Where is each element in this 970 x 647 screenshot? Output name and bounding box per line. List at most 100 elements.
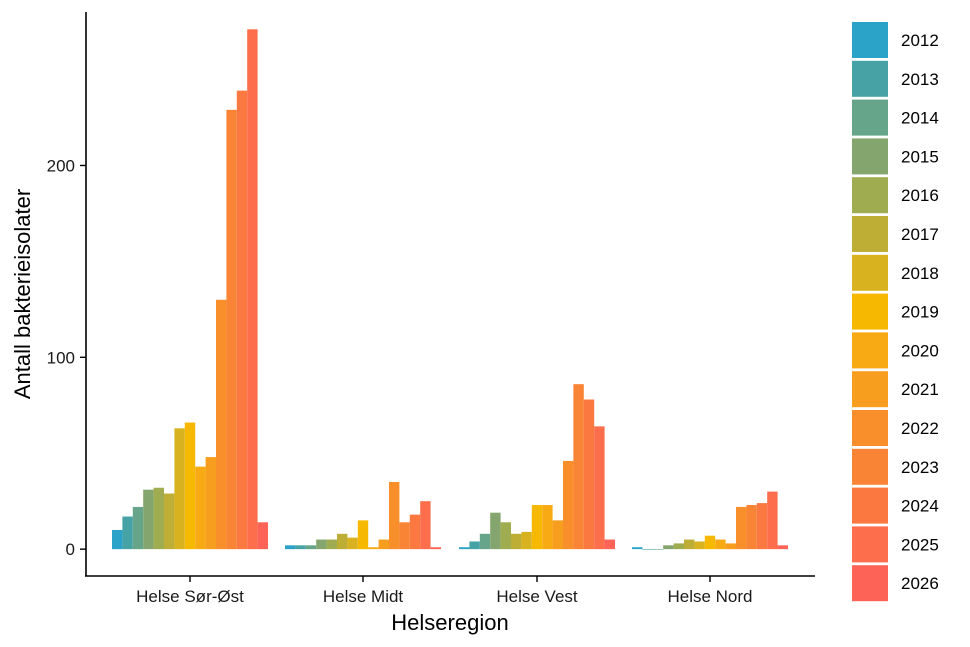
legend-key-2020 (852, 332, 888, 369)
bar-2016-1 (326, 539, 337, 550)
bar-2026-3 (777, 545, 788, 550)
bar-2015-0 (143, 489, 154, 550)
legend-label: 2026 (901, 574, 939, 593)
x-axis-title: Helseregion (391, 610, 508, 635)
bar-2012-1 (285, 545, 296, 550)
bar-2021-2 (552, 520, 563, 550)
legend-label: 2017 (901, 225, 939, 244)
legend-label: 2025 (901, 535, 939, 554)
bar-2018-2 (521, 531, 532, 550)
legend-key-2015 (852, 138, 888, 175)
bar-2026-0 (257, 522, 268, 550)
bar-2021-0 (205, 457, 216, 550)
bar-2019-3 (704, 535, 716, 550)
legend-key-2025 (852, 526, 888, 563)
legend-label: 2020 (901, 341, 939, 360)
x-tick-label: Helse Vest (496, 587, 578, 606)
y-axis-title: Antall bakterieisolater (10, 189, 35, 399)
legend-key-2014 (852, 99, 888, 136)
x-tick-label: Helse Midt (323, 587, 404, 606)
bar-2015-1 (316, 539, 327, 550)
bar-2020-3 (715, 539, 726, 550)
bar-2026-1 (430, 547, 441, 550)
bar-2024-3 (756, 503, 768, 550)
legend-label: 2015 (901, 147, 939, 166)
bar-2017-1 (337, 533, 348, 550)
legend-label: 2016 (901, 186, 939, 205)
legend-label: 2014 (901, 109, 939, 128)
bar-2016-0 (153, 487, 164, 550)
bar-2018-3 (694, 541, 705, 550)
bar-2018-1 (347, 537, 358, 550)
legend: 2012 2013 2014 2015 2016 2017 2018 2019 2020 2021… (852, 22, 939, 602)
bar-2022-3 (736, 506, 747, 550)
x-ticks: Helse Sør-Øst Helse Midt Helse Vest Helse N… (136, 576, 753, 606)
bar-2022-1 (389, 482, 400, 550)
bar-2014-0 (132, 506, 144, 550)
bar-2015-3 (663, 545, 674, 550)
bar-2019-1 (357, 520, 369, 550)
bar-2019-0 (184, 422, 196, 550)
bar-2017-3 (684, 539, 695, 550)
legend-label: 2022 (901, 419, 939, 438)
bar-2019-2 (531, 505, 543, 550)
bar-2012-2 (459, 547, 470, 550)
bar-2026-2 (604, 539, 615, 550)
legend-key-2024 (852, 487, 888, 524)
x-tick-label: Helse Sør-Øst (136, 587, 244, 606)
legend-label: 2023 (901, 458, 939, 477)
bar-2025-1 (420, 501, 431, 550)
bar-2021-3 (725, 543, 736, 550)
bar-2024-2 (583, 399, 595, 550)
legend-label: 2024 (901, 497, 939, 516)
legend-label: 2021 (901, 380, 939, 399)
bar-2025-0 (247, 29, 258, 550)
axes (85, 12, 815, 577)
legend-key-2023 (852, 448, 888, 485)
bar-2024-1 (409, 514, 421, 550)
bar-2017-0 (164, 493, 175, 550)
bar-2014-2 (479, 533, 491, 550)
bar-2013-0 (122, 516, 133, 550)
bar-2018-0 (174, 428, 185, 550)
bar-2020-1 (368, 547, 379, 550)
legend-label: 2012 (901, 31, 939, 50)
legend-key-2021 (852, 371, 888, 408)
bar-2013-1 (295, 545, 306, 550)
bar-2025-3 (767, 491, 778, 550)
legend-key-2017 (852, 216, 888, 252)
bar-2012-0 (112, 529, 123, 550)
bar-2023-2 (573, 384, 584, 550)
legend-key-2026 (852, 565, 888, 602)
bar-2021-1 (378, 539, 389, 550)
bars (112, 29, 788, 550)
y-tick-label: 100 (47, 348, 75, 367)
legend-label: 2013 (901, 70, 939, 89)
bar-2023-1 (399, 522, 410, 550)
legend-key-2012 (852, 22, 888, 58)
legend-key-2018 (852, 254, 888, 291)
bar-2017-2 (511, 533, 522, 550)
legend-key-2022 (852, 410, 888, 446)
y-tick-label: 0 (66, 540, 75, 559)
bar-2014-3 (652, 549, 664, 550)
y-tick-label: 200 (47, 156, 75, 175)
bar-2012-3 (632, 547, 643, 550)
bar-2024-0 (236, 90, 248, 550)
x-tick-label: Helse Nord (667, 587, 752, 606)
bar-2013-2 (469, 541, 480, 550)
bar-2013-3 (642, 549, 653, 550)
bar-2023-3 (746, 505, 757, 550)
legend-key-2019 (852, 293, 888, 330)
y-ticks: 0 100 200 (47, 156, 86, 559)
legend-label: 2019 (901, 303, 939, 322)
legend-key-2016 (852, 177, 888, 214)
bar-2016-2 (500, 522, 511, 550)
bar-2014-1 (305, 545, 317, 550)
bar-2023-0 (226, 109, 237, 550)
bar-2016-3 (673, 543, 684, 550)
bar-2022-0 (216, 299, 227, 550)
bar-2025-2 (594, 426, 605, 550)
legend-label: 2018 (901, 264, 939, 283)
